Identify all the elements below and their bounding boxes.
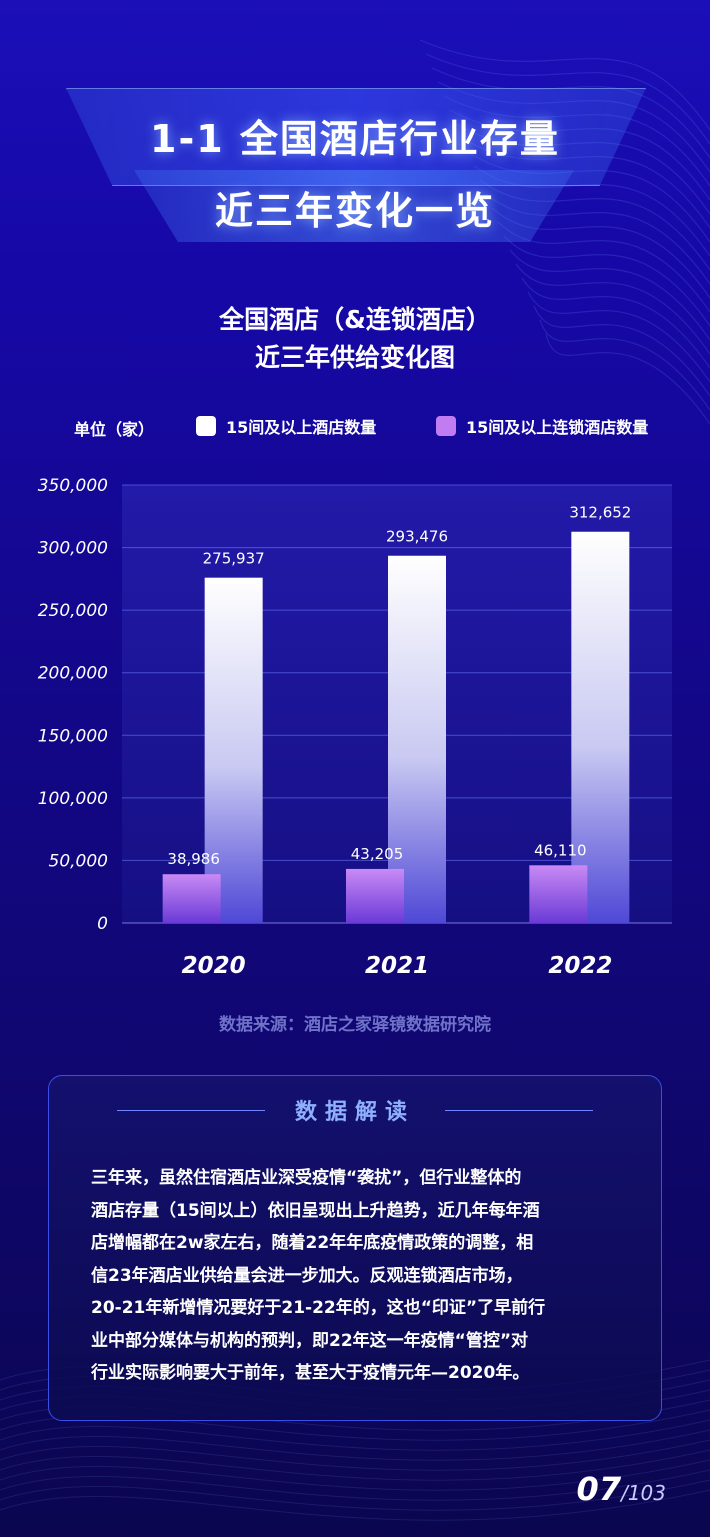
bar-hotels-2020 — [204, 577, 263, 923]
title-banner-top — [66, 88, 646, 186]
interpretation-line: 行业实际影响要大于前年，甚至大于疫情元年—2020年。 — [91, 1363, 530, 1383]
interpretation-box: 数据解读 三年来，虽然住宿酒店业深受疫情“袭扰”，但行业整体的 酒店存量（15间… — [48, 1075, 662, 1421]
data-label-chain-hotels-2020: 38,986 — [167, 850, 220, 868]
bar-chain-hotels-2020 — [162, 874, 221, 923]
interpretation-line: 三年来，虽然住宿酒店业深受疫情“袭扰”，但行业整体的 — [91, 1168, 522, 1188]
chart-subtitle: 近三年供给变化图 — [254, 343, 455, 372]
bar-chain-hotels-2022 — [529, 865, 588, 923]
legend-swatch-chain-hotels — [436, 416, 456, 436]
y-tick-label: 150,000 — [38, 726, 108, 746]
interpretation-line: 店增幅都在2w家左右，随着22年年底疫情政策的调整，相 — [91, 1233, 534, 1253]
interpretation-line: 业中部分媒体与机构的预判，即22年这一年疫情“管控”对 — [91, 1330, 529, 1351]
bar-hotels-2022 — [571, 531, 630, 923]
heading-rule-right — [445, 1110, 593, 1111]
unit-label: 单位（家） — [74, 420, 155, 439]
page-number: 07/103 — [577, 1470, 666, 1508]
y-tick-label: 300,000 — [38, 539, 108, 559]
data-label-chain-hotels-2021: 43,205 — [351, 845, 404, 863]
bar-hotels-2021 — [388, 555, 446, 923]
legend-swatch-hotels — [196, 416, 216, 436]
data-label-hotels-2021: 293,476 — [386, 528, 448, 546]
interpretation-line: 酒店存量（15间以上）依旧呈现出上升趋势，近几年每年酒 — [91, 1200, 540, 1221]
chart-title: 全国酒店（&连锁酒店） — [219, 305, 491, 334]
y-tick-label: 350,000 — [38, 476, 108, 496]
y-tick-label: 50,000 — [49, 851, 108, 871]
legend-item-chain-hotels: 15间及以上连锁酒店数量 — [436, 414, 648, 438]
data-label-chain-hotels-2022: 46,110 — [534, 841, 587, 859]
interpretation-heading: 数据解读 — [294, 1100, 415, 1125]
x-tick-label: 2020 — [182, 953, 246, 979]
legend-label-chain-hotels: 15间及以上连锁酒店数量 — [466, 418, 649, 437]
wave-line — [0, 1439, 710, 1471]
page-title-line1: 1-1 全国酒店行业存量 — [150, 117, 560, 161]
interpretation-line: 20-21年新增情况要好于21-22年的，这也“印证”了早前行 — [91, 1298, 546, 1318]
wave-line — [0, 1429, 710, 1461]
y-tick-label: 200,000 — [38, 664, 108, 684]
page-total: /103 — [621, 1481, 666, 1505]
interpretation-text: 三年来，虽然住宿酒店业深受疫情“袭扰”，但行业整体的 酒店存量（15间以上）依旧… — [91, 1162, 627, 1390]
legend-item-hotels: 15间及以上酒店数量 — [196, 414, 376, 438]
page-title-line2: 近三年变化一览 — [214, 189, 495, 233]
y-tick-label: 250,000 — [38, 601, 108, 621]
y-tick-label: 100,000 — [38, 789, 108, 809]
data-source: 数据来源：酒店之家驿镜数据研究院 — [219, 1015, 491, 1035]
legend-label-hotels: 15间及以上酒店数量 — [226, 418, 377, 437]
bar-chart: 0 50,000 100,000 150,000 200,000 250,000 300,0… — [38, 476, 672, 979]
heading-rule-left — [117, 1110, 265, 1111]
y-tick-label: 0 — [97, 914, 108, 934]
data-label-hotels-2022: 312,652 — [569, 504, 631, 522]
wave-line — [0, 1419, 710, 1451]
interpretation-line: 信23年酒店业供给量会进一步加大。反观连锁酒店市场， — [91, 1265, 523, 1286]
data-label-hotels-2020: 275,937 — [203, 550, 265, 568]
x-tick-label: 2022 — [548, 953, 612, 979]
bar-chain-hotels-2021 — [346, 868, 404, 923]
title-banner-bottom — [134, 170, 574, 242]
x-tick-label: 2021 — [365, 953, 429, 979]
page-current: 07 — [576, 1470, 622, 1508]
